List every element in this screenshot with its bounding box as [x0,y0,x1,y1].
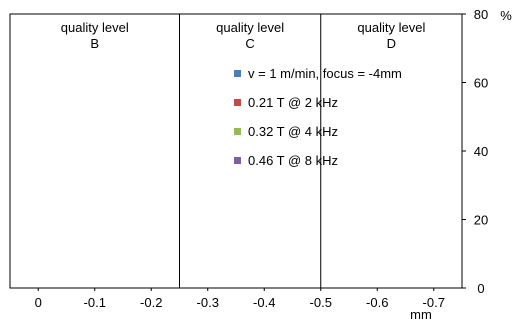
plot-frame [9,13,463,289]
x-tick-label-5: -0.5 [310,295,332,310]
legend-swatch-0 [234,70,241,77]
legend-label-1: 0.21 T @ 2 kHz [248,95,338,110]
region-label-line2-1: C [245,36,254,51]
region-dividers [179,14,322,288]
legend-swatch-2 [234,128,241,135]
x-tick-label-0: 0 [35,295,42,310]
x-tick-label-7: -0.7 [423,295,445,310]
x-tick-label-4: -0.4 [253,295,275,310]
y-tick-label-2: 40 [474,144,488,159]
x-tick-label-6: -0.6 [366,295,388,310]
region-label-line2-0: B [90,36,99,51]
legend-swatch-1 [234,99,241,106]
y-axis-ticks: 0 20 40 60 80 [462,7,488,296]
region-label-line1-2: quality level [357,20,425,35]
x-axis-ticks: 0 -0.1 -0.2 -0.3 -0.4 -0.5 -0.6 -0.7 [35,288,445,310]
legend-swatch-3 [234,157,241,164]
x-tick-label-3: -0.3 [197,295,219,310]
y-tick-label-0: 0 [477,281,484,296]
y-tick-label-4: 80 [474,7,488,22]
y-tick-label-3: 60 [474,76,488,91]
region-label-line1-0: quality level [61,20,129,35]
legend-label-3: 0.46 T @ 8 kHz [248,153,338,168]
x-tick-label-1: -0.1 [84,295,106,310]
legend: v = 1 m/min, focus = -4mm 0.21 T @ 2 kHz 0… [234,66,402,168]
x-axis-unit: mm [410,307,432,320]
x-tick-label-2: -0.2 [140,295,162,310]
region-label-line1-1: quality level [216,20,284,35]
legend-label-0: v = 1 m/min, focus = -4mm [248,66,402,81]
y-tick-label-1: 20 [474,213,488,228]
legend-label-2: 0.32 T @ 4 kHz [248,124,338,139]
region-label-line2-2: D [387,36,396,51]
y-axis-unit: % [500,8,512,23]
